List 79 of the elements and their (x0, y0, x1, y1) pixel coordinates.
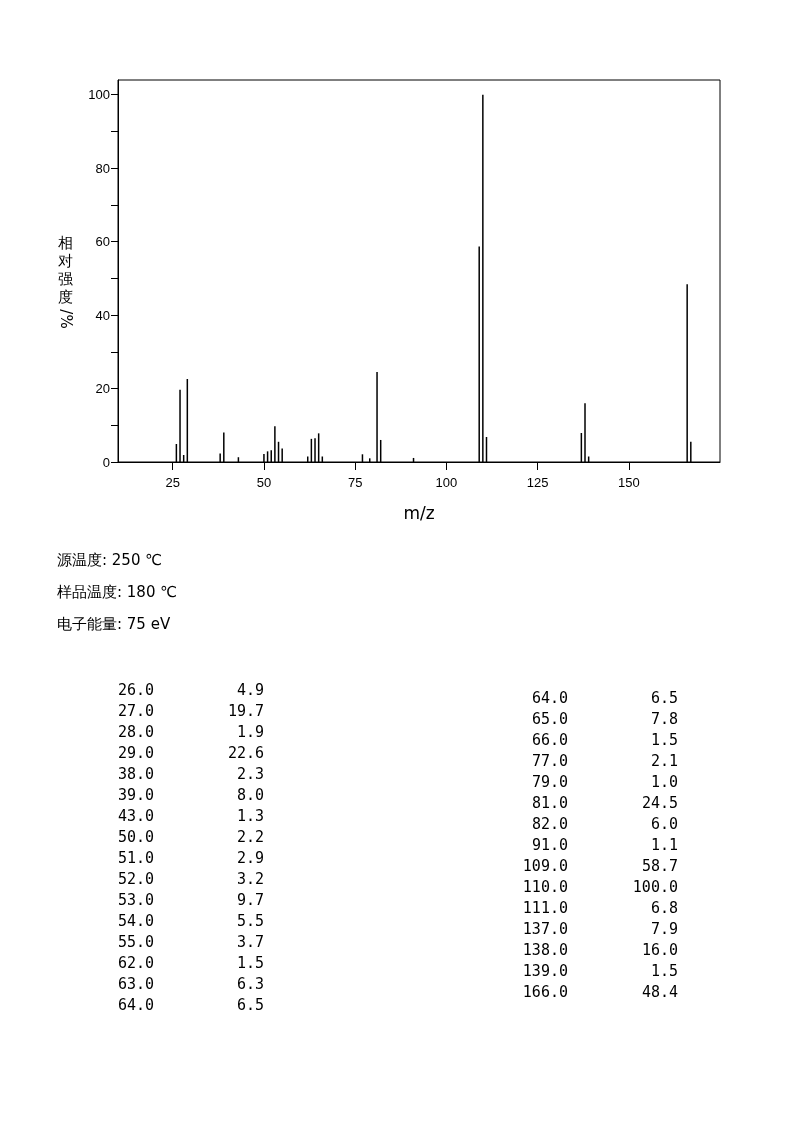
text: 7.8 (649, 710, 678, 728)
text: 5.5 (235, 912, 264, 930)
text: 2.3 (235, 765, 264, 783)
y-tick-label: 80 (95, 160, 110, 176)
text: 29.0 (116, 744, 154, 762)
x-tick-label: 50 (256, 475, 272, 490)
x-axis-title: m/z (403, 502, 435, 523)
text: 1.5 (649, 962, 678, 980)
text: 26.0 (116, 681, 154, 699)
y-axis-title: 相对强度/% (56, 234, 75, 329)
text: 1.1 (649, 836, 678, 854)
text: 79.0 (530, 773, 568, 791)
text: 109.0 (521, 857, 568, 875)
text: 137.0 (521, 920, 568, 938)
text: 1.5 (649, 731, 678, 749)
text: 63.0 (116, 975, 154, 993)
text: 138.0 (521, 941, 568, 959)
text: 24.5 (640, 794, 678, 812)
text: 2.2 (235, 828, 264, 846)
text: 27.0 (116, 702, 154, 720)
text: 39.0 (116, 786, 154, 804)
text: 6.5 (235, 996, 264, 1014)
y-tick-label: 100 (88, 87, 110, 103)
y-tick-label: 60 (95, 234, 110, 250)
text: 54.0 (116, 912, 154, 930)
text: 19.7 (226, 702, 264, 720)
text: 22.6 (226, 744, 264, 762)
x-tick-label: 125 (526, 475, 549, 490)
text: 64.0 (116, 996, 154, 1014)
text: 51.0 (116, 849, 154, 867)
text: 111.0 (521, 899, 568, 917)
text: 58.7 (640, 857, 678, 875)
text: 64.0 (530, 689, 568, 707)
text: 82.0 (530, 815, 568, 833)
text: 43.0 (116, 807, 154, 825)
text: 4.9 (235, 681, 264, 699)
text: 6.5 (649, 689, 678, 707)
text: 2.9 (235, 849, 264, 867)
x-tick-label: 25 (165, 475, 180, 490)
text: 77.0 (530, 752, 568, 770)
text: 166.0 (521, 983, 568, 1001)
text: 50.0 (116, 828, 154, 846)
text: 3.2 (235, 870, 264, 888)
text: 38.0 (116, 765, 154, 783)
text: 6.3 (235, 975, 264, 993)
text: 62.0 (116, 954, 154, 972)
x-tick-label: 150 (617, 475, 640, 490)
x-tick-label: 100 (435, 475, 458, 490)
y-tick-label: 40 (95, 307, 110, 323)
x-tick-label: 75 (347, 475, 363, 490)
text: 1.3 (235, 807, 264, 825)
text: 91.0 (530, 836, 568, 854)
text: 16.0 (640, 941, 678, 959)
text: 2.1 (649, 752, 678, 770)
text: 3.7 (235, 933, 264, 951)
text: 139.0 (521, 962, 568, 980)
text: 81.0 (530, 794, 568, 812)
y-tick-label: 0 (102, 454, 110, 470)
text: 7.9 (649, 920, 678, 938)
y-tick-label: 20 (95, 381, 110, 397)
text: 110.0 (521, 878, 568, 896)
text: 66.0 (530, 731, 568, 749)
text: 6.0 (649, 815, 678, 833)
text: 53.0 (116, 891, 154, 909)
text: 6.8 (649, 899, 678, 917)
text: 9.7 (235, 891, 264, 909)
text: 源温度: 250 ℃ (57, 551, 163, 570)
text: 8.0 (235, 786, 264, 804)
text: 52.0 (116, 870, 154, 888)
text: 28.0 (116, 723, 154, 741)
text: 55.0 (116, 933, 154, 951)
text: 100.0 (631, 878, 678, 896)
text: 1.5 (235, 954, 264, 972)
text: 样品温度: 180 ℃ (57, 583, 178, 602)
text: 电子能量: 75 eV (57, 615, 171, 634)
text: 48.4 (640, 983, 678, 1001)
text: 1.9 (235, 723, 264, 741)
text: 65.0 (530, 710, 568, 728)
text: 1.0 (649, 773, 678, 791)
